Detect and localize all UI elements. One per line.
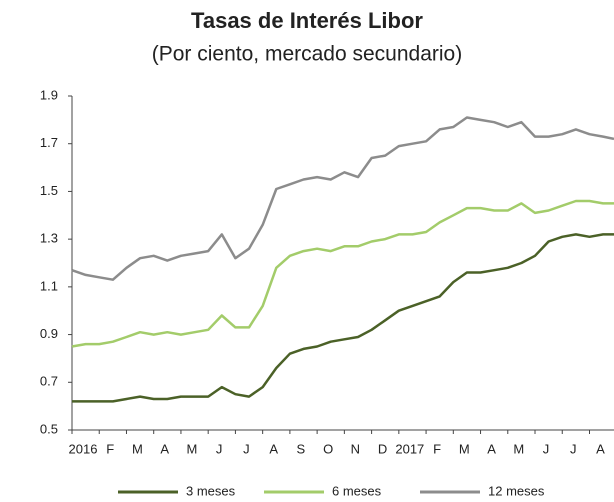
y-tick-label: 1.7 [40,135,58,150]
series-line [72,233,614,403]
x-tick-label: F [433,441,441,456]
x-tick-label: J [570,441,577,456]
x-tick-label: A [160,441,169,456]
y-tick-label: 1.5 [40,183,58,198]
x-tick-label: A [269,441,278,456]
series-line [71,199,614,348]
x-tick-label: M [132,441,143,456]
x-tick-label: O [323,441,333,456]
y-tick-label: 0.7 [40,374,58,389]
x-tick-label: S [297,441,306,456]
x-tick-label: J [243,441,250,456]
legend-label: 12 meses [488,483,545,498]
x-tick-label: M [187,441,198,456]
x-tick-label: M [513,441,524,456]
x-tick-label: A [487,441,496,456]
legend-label: 6 meses [332,483,382,498]
y-tick-label: 1.3 [40,231,58,246]
x-tick-label: 2017 [395,441,424,456]
legend-label: 3 meses [186,483,236,498]
y-tick-label: 1.1 [40,278,58,293]
x-tick-label: J [543,441,550,456]
series-line [71,116,614,281]
y-tick-label: 0.5 [40,421,58,436]
x-tick-label: F [106,441,114,456]
y-tick-label: 0.9 [40,326,58,341]
chart-title: Tasas de Interés Libor [191,8,423,33]
x-tick-label: 2016 [69,441,98,456]
x-tick-label: D [378,441,387,456]
x-tick-label: M [459,441,470,456]
chart-subtitle: (Por ciento, mercado secundario) [152,43,462,66]
x-tick-label: N [351,441,360,456]
x-tick-label: J [216,441,223,456]
x-tick-label: A [596,441,605,456]
y-tick-label: 1.9 [40,87,58,102]
